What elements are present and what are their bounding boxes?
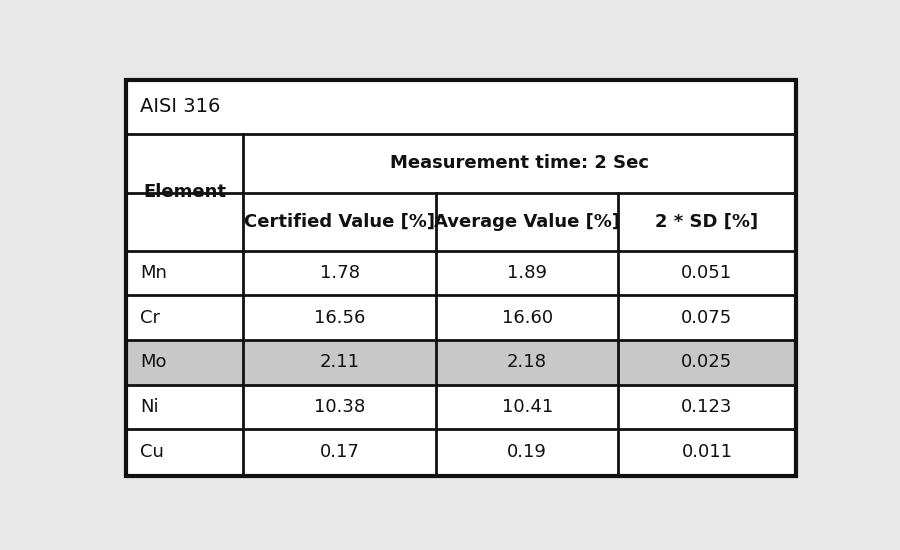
Text: 10.38: 10.38 — [314, 398, 365, 416]
Text: 0.123: 0.123 — [681, 398, 733, 416]
Text: Cr: Cr — [140, 309, 160, 327]
Text: 10.41: 10.41 — [501, 398, 553, 416]
Text: 0.051: 0.051 — [681, 264, 733, 282]
Text: Measurement time: 2 Sec: Measurement time: 2 Sec — [390, 155, 649, 172]
Text: 0.025: 0.025 — [681, 354, 733, 371]
Text: 0.011: 0.011 — [681, 443, 733, 461]
Text: Cu: Cu — [140, 443, 165, 461]
Text: AISI 316: AISI 316 — [140, 97, 220, 116]
Text: 16.56: 16.56 — [314, 309, 365, 327]
Text: Ni: Ni — [140, 398, 159, 416]
Text: Mo: Mo — [140, 354, 166, 371]
Text: Average Value [%]: Average Value [%] — [434, 213, 620, 231]
Text: 16.60: 16.60 — [501, 309, 553, 327]
Text: Mn: Mn — [140, 264, 167, 282]
Text: Element: Element — [143, 183, 226, 201]
Text: 2.18: 2.18 — [507, 354, 547, 371]
Text: 2 * SD [%]: 2 * SD [%] — [655, 213, 759, 231]
Text: 1.89: 1.89 — [507, 264, 547, 282]
Text: 0.19: 0.19 — [508, 443, 547, 461]
Bar — [126, 340, 796, 385]
Text: 1.78: 1.78 — [320, 264, 360, 282]
Text: Certified Value [%]: Certified Value [%] — [244, 213, 435, 231]
Text: 2.11: 2.11 — [320, 354, 360, 371]
Text: 0.17: 0.17 — [320, 443, 359, 461]
Text: 0.075: 0.075 — [681, 309, 733, 327]
